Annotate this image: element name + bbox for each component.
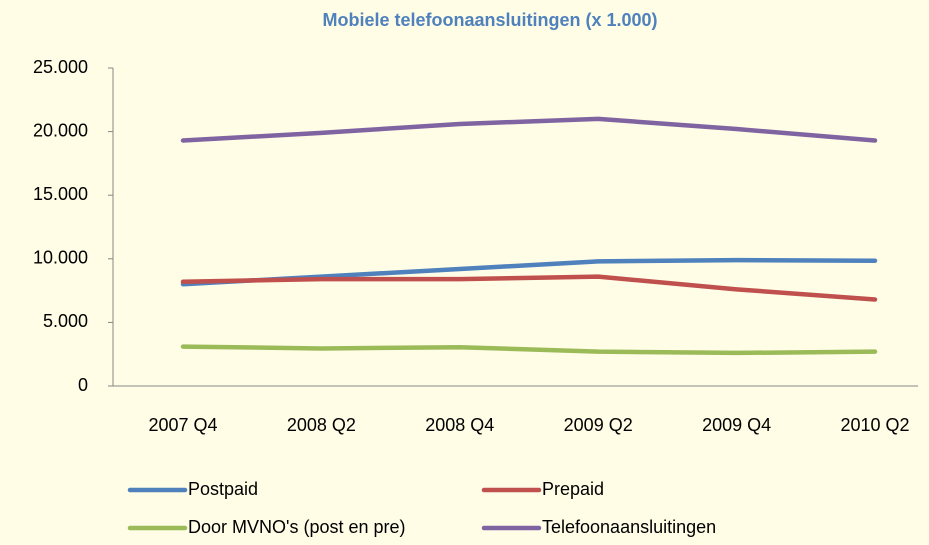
y-tick-label: 0 <box>78 375 88 395</box>
y-tick-label: 10.000 <box>33 248 88 268</box>
legend-label: Prepaid <box>542 479 604 499</box>
series-line <box>180 344 878 356</box>
y-tick-label: 5.000 <box>43 311 88 331</box>
legend-label: Door MVNO's (post en pre) <box>188 517 406 537</box>
x-tick-label: 2008 Q4 <box>425 415 494 435</box>
y-tick-label: 25.000 <box>33 57 88 77</box>
y-tick-label: 15.000 <box>33 184 88 204</box>
legend-label: Postpaid <box>188 479 258 499</box>
x-tick-label: 2009 Q4 <box>702 415 771 435</box>
x-tick-label: 2010 Q2 <box>840 415 909 435</box>
x-tick-label: 2009 Q2 <box>564 415 633 435</box>
legend-label: Telefoonaansluitingen <box>542 517 716 537</box>
series-line <box>180 274 878 302</box>
series-line <box>180 116 878 143</box>
chart-title: Mobiele telefoonaansluitingen (x 1.000) <box>322 10 657 30</box>
y-tick-label: 20.000 <box>33 120 88 140</box>
x-tick-label: 2007 Q4 <box>148 415 217 435</box>
x-tick-label: 2008 Q2 <box>287 415 356 435</box>
